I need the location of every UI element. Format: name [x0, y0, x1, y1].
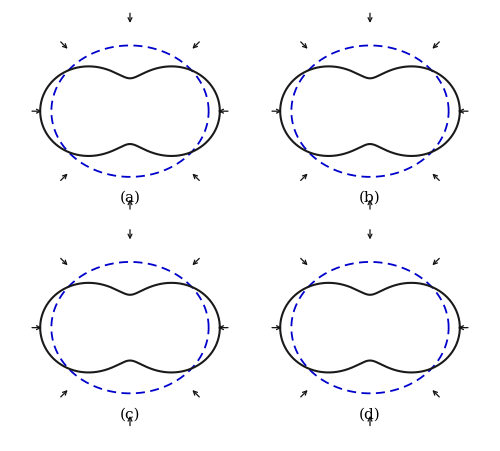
Text: (c): (c): [120, 408, 140, 422]
Text: (a): (a): [120, 191, 141, 205]
Text: (d): (d): [359, 408, 381, 422]
Text: (b): (b): [359, 191, 381, 205]
